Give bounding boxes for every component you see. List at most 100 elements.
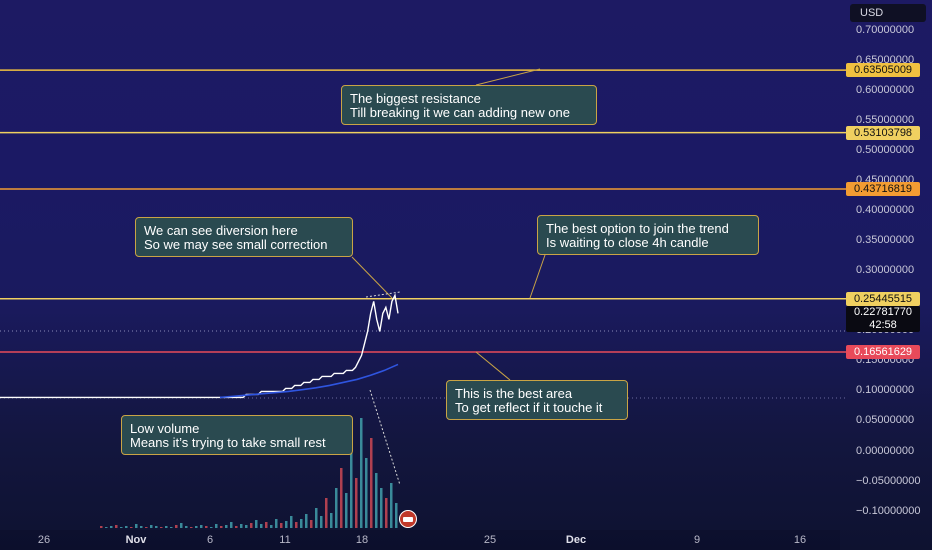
date-axis-label: Dec [565, 534, 587, 546]
volume-bar [120, 527, 123, 528]
volume-bar [195, 526, 198, 528]
note-volume-line2: Means it’s trying to take small rest [130, 435, 326, 450]
volume-bar [300, 519, 303, 528]
volume-bar [340, 468, 343, 528]
callout-pointer-line [351, 256, 393, 299]
volume-bar [200, 525, 203, 528]
level-price-tag: 0.43716819 [846, 181, 920, 196]
volume-bar [245, 525, 248, 528]
price-axis-label: 0.05000000 [856, 414, 915, 427]
level-price-tag: 0.25445515 [846, 291, 920, 306]
volume-bar [225, 525, 228, 528]
volume-bar [240, 524, 243, 528]
note-resistance-line2: Till breaking it we can adding new one [350, 105, 570, 120]
volume-bar [390, 483, 393, 528]
volume-bar [350, 448, 353, 528]
volume-bar [160, 527, 163, 528]
price-axis-label: −0.05000000 [856, 474, 921, 487]
volume-bar [275, 519, 278, 528]
price-axis-label: 0.35000000 [856, 234, 915, 247]
time-axis[interactable] [0, 530, 840, 550]
callout-pointer-line [475, 351, 511, 381]
volume-bar [115, 525, 118, 528]
volume-bar [190, 527, 193, 528]
volume-bar [270, 525, 273, 528]
volume-bar [100, 526, 103, 528]
volume-bar [220, 526, 223, 528]
volume-bar [185, 526, 188, 528]
us-flag-event-icon[interactable] [399, 510, 417, 528]
volume-bar [140, 526, 143, 528]
volume-bar [210, 527, 213, 528]
volume-bar [355, 478, 358, 528]
volume-bar [310, 520, 313, 528]
note-diversion-line1: We can see diversion here [144, 223, 298, 238]
note-volume: Low volume Means it’s trying to take sma… [121, 415, 353, 455]
currency-label[interactable]: USD [850, 4, 926, 22]
price-axis-label: 0.50000000 [856, 144, 915, 157]
callout-pointer-line [369, 389, 401, 486]
volume-bar [325, 498, 328, 528]
volume-bar [290, 516, 293, 528]
price-series-line [0, 293, 399, 399]
volume-bar [250, 523, 253, 528]
price-axis-label: 0.70000000 [856, 24, 915, 37]
note-trend-line2: Is waiting to close 4h candle [546, 235, 709, 250]
price-axis-label: 0.40000000 [856, 204, 915, 217]
date-axis-label: 6 [206, 534, 214, 546]
date-axis-label: 25 [483, 534, 497, 546]
volume-bar [135, 524, 138, 528]
volume-bar [265, 522, 268, 528]
price-axis-label: 0.55000000 [856, 114, 915, 127]
volume-bar [330, 513, 333, 528]
note-trend-line1: The best option to join the trend [546, 221, 729, 236]
volume-bar [335, 488, 338, 528]
note-volume-line1: Low volume [130, 421, 200, 436]
volume-bar [170, 527, 173, 528]
note-best-area: This is the best area To get reflect if … [446, 380, 628, 420]
price-axis-label: −0.10000000 [856, 504, 921, 517]
note-resistance: The biggest resistance Till breaking it … [341, 85, 597, 125]
level-price-tag: 0.16561629 [846, 345, 920, 360]
volume-bar [370, 438, 373, 528]
volume-bar [230, 522, 233, 528]
volume-bar [125, 526, 128, 528]
note-diversion-line2: So we may see small correction [144, 237, 328, 252]
level-price-tag: 0.63505009 [846, 63, 920, 78]
volume-bar [155, 526, 158, 528]
last-price-value: 0.22781770 [853, 306, 913, 318]
volume-bar [180, 523, 183, 528]
date-axis-label: 9 [693, 534, 701, 546]
callout-pointer-line [365, 291, 401, 298]
volume-bar [205, 526, 208, 528]
volume-bar [360, 418, 363, 528]
last-price-tag: 0.22781770 42:58 [846, 306, 920, 332]
volume-bar [105, 527, 108, 528]
volume-bar [260, 524, 263, 528]
moving-average-line [219, 363, 399, 399]
callout-pointer-line [475, 68, 541, 86]
date-axis-label: 11 [279, 534, 291, 546]
date-axis-label: 18 [355, 534, 369, 546]
note-resistance-line1: The biggest resistance [350, 91, 481, 106]
price-axis-label: 0.30000000 [856, 264, 915, 277]
volume-bar [130, 527, 133, 528]
volume-bar [255, 520, 258, 528]
volume-bar [315, 508, 318, 528]
date-axis-label: 16 [793, 534, 807, 546]
date-axis-label: 26 [37, 534, 51, 546]
volume-bar [365, 458, 368, 528]
volume-bar [285, 521, 288, 528]
volume-bar [385, 498, 388, 528]
volume-bar [380, 488, 383, 528]
volume-bar [305, 514, 308, 528]
volume-bar [175, 525, 178, 528]
price-axis-label: 0.60000000 [856, 84, 915, 97]
price-axis-label: 0.10000000 [856, 384, 915, 397]
note-diversion: We can see diversion here So we may see … [135, 217, 353, 257]
volume-bar [345, 493, 348, 528]
price-axis-label: 0.00000000 [856, 444, 915, 457]
volume-bar [145, 527, 148, 528]
